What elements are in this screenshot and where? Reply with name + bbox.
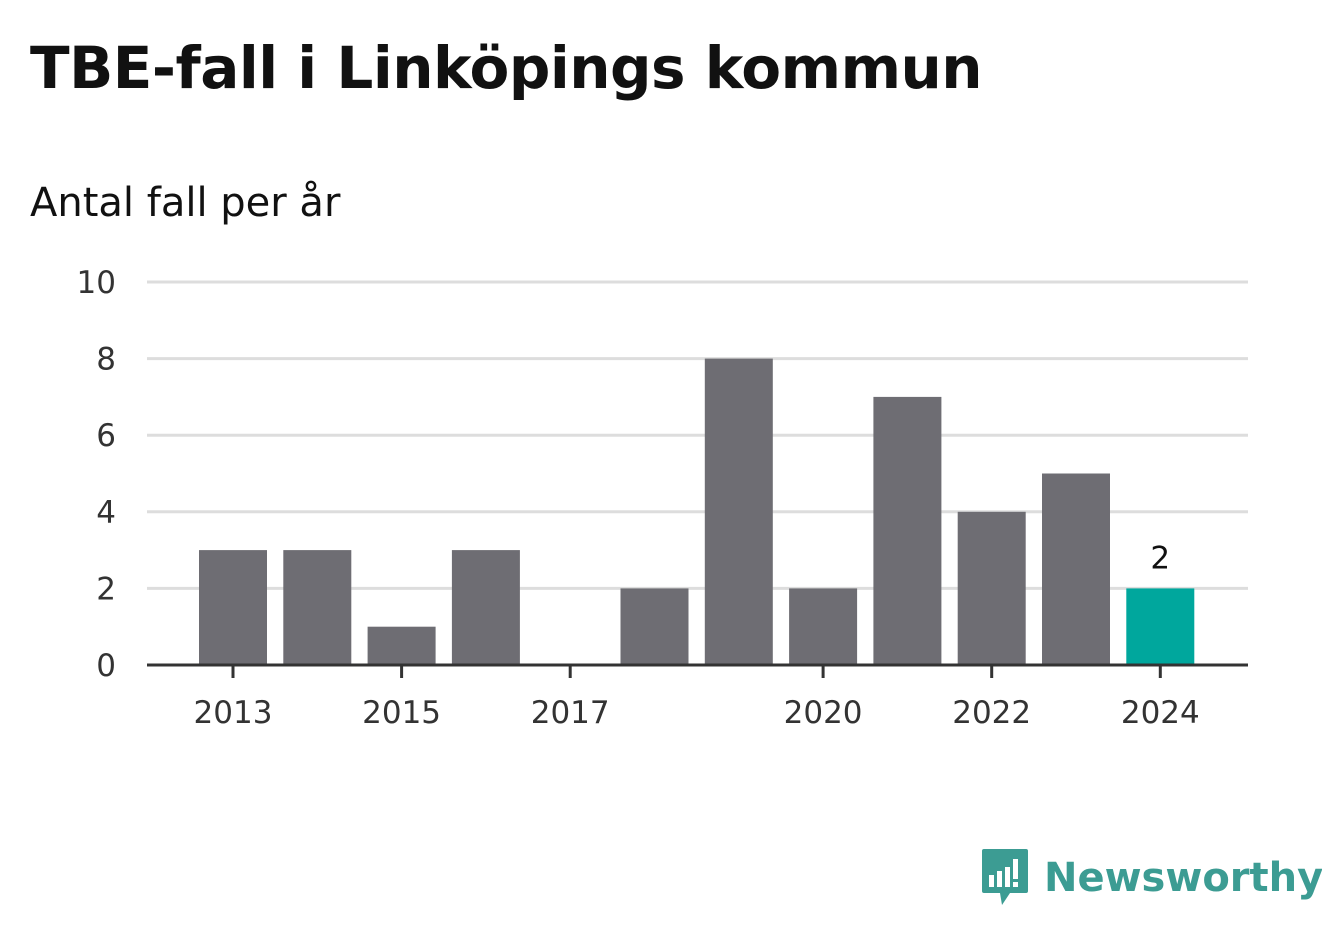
- bar-2022: [957, 511, 1026, 665]
- newsworthy-brand: Newsworthy: [980, 846, 1322, 910]
- x-tick-label: 2022: [952, 695, 1031, 731]
- newsworthy-logo-icon: [982, 849, 1028, 905]
- chart-title: TBE-fall i Linköpings kommun: [30, 34, 983, 102]
- y-tick-label: 2: [96, 571, 116, 607]
- data-label-2024: 2: [1150, 540, 1170, 576]
- x-tick-label: 2024: [1121, 695, 1200, 731]
- bars: [199, 358, 1195, 665]
- bar-2020: [789, 588, 858, 665]
- x-tick-label: 2013: [194, 695, 273, 731]
- y-tick-label: 8: [96, 342, 116, 378]
- x-tick-label: 2017: [531, 695, 610, 731]
- bar-2019: [704, 358, 773, 665]
- bar-2018: [620, 588, 689, 665]
- bar-2014: [283, 550, 352, 665]
- bar-2024: [1126, 588, 1195, 665]
- y-tick-label: 6: [96, 418, 116, 454]
- chart-subtitle: Antal fall per år: [30, 180, 341, 226]
- bar-2021: [873, 396, 942, 665]
- x-tick-label: 2020: [784, 695, 863, 731]
- bar-2013: [199, 550, 267, 665]
- bar-2023: [1042, 473, 1110, 665]
- y-tick-label: 4: [96, 495, 116, 531]
- y-tick-label: 10: [77, 265, 116, 301]
- x-tick-label: 2015: [362, 695, 441, 731]
- data-labels: 2: [1150, 540, 1170, 576]
- y-axis-tick-labels: 0 2 4 6 8 10: [77, 265, 116, 684]
- bar-2016: [451, 550, 520, 665]
- x-axis-tick-labels: 2013 2015 2017 2020 2022 2024: [194, 665, 1200, 731]
- y-tick-label: 0: [96, 648, 116, 684]
- brand-name: Newsworthy: [1044, 855, 1322, 901]
- bar-2015: [367, 626, 436, 665]
